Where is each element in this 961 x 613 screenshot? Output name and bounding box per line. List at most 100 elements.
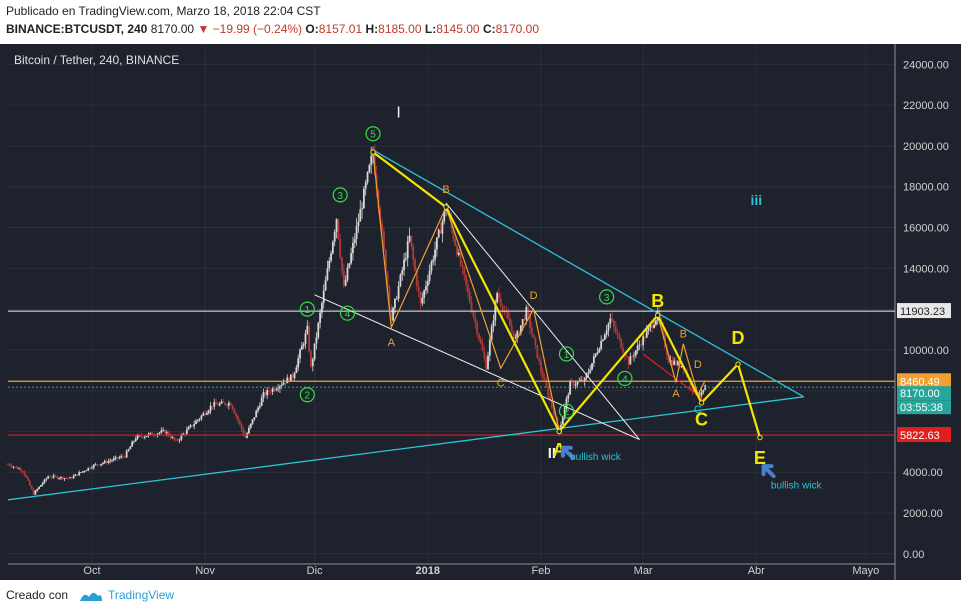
open-value: 8157.01	[318, 22, 363, 36]
candle-body	[594, 353, 597, 357]
candle-body	[158, 432, 161, 434]
candle-body	[419, 291, 422, 304]
candle-body	[38, 486, 40, 490]
candle-body	[426, 280, 429, 287]
impulse-wave-4b: 4	[622, 374, 628, 385]
candle-body	[134, 438, 137, 442]
candle-body	[70, 477, 73, 479]
candle-body	[120, 456, 123, 458]
candle-body	[342, 270, 345, 286]
candle-body	[519, 325, 522, 334]
candle-body	[184, 433, 186, 435]
candle-body	[289, 374, 292, 382]
candle-body	[54, 475, 57, 477]
candle-body	[412, 246, 415, 260]
candle-body	[138, 435, 141, 437]
candle-body	[87, 467, 90, 471]
candle-body	[196, 419, 199, 421]
price-chart[interactable]: 24000.0022000.0020000.0018000.0016000.00…	[0, 44, 961, 580]
candle-body	[60, 476, 62, 479]
candle-body	[81, 471, 84, 473]
impulse-wave-3-ring	[332, 187, 348, 203]
candle-body	[629, 356, 632, 365]
candle-body	[509, 318, 511, 326]
candle-body	[173, 437, 175, 440]
candle-body	[85, 470, 88, 472]
candle-body	[485, 358, 488, 370]
candle-body	[218, 403, 221, 406]
candle-body	[547, 387, 550, 397]
candle-body	[191, 425, 194, 427]
low-value: 8145.00	[436, 22, 480, 36]
orange-abcd-path-2	[657, 315, 706, 397]
candle-body	[618, 334, 621, 339]
candle-body	[36, 489, 39, 491]
current-price-label: 8170.00	[900, 388, 940, 400]
candle-body	[549, 396, 551, 401]
candle-body	[459, 252, 462, 265]
candle-body	[698, 395, 701, 397]
candle-body	[552, 407, 555, 416]
candle-body	[607, 323, 610, 331]
candle-body	[127, 449, 130, 452]
yellow-wave-node	[556, 428, 562, 435]
candle-body	[251, 419, 254, 424]
candle-body	[176, 439, 179, 441]
wave-label-big-b: B	[651, 291, 664, 311]
candle-body	[428, 271, 431, 281]
candle-body	[645, 330, 648, 338]
candle-body	[275, 389, 278, 391]
tradingview-brand[interactable]: TradingView	[108, 588, 175, 602]
candle-body	[171, 437, 174, 438]
candle-body	[268, 390, 270, 392]
candle-body	[310, 351, 312, 367]
candle-body	[164, 429, 166, 434]
candle-body	[69, 477, 71, 479]
symbol-label: BINANCE:BTCUSDT, 240	[6, 22, 148, 36]
candle-body	[295, 367, 298, 373]
candle-body	[39, 485, 42, 487]
wave-label-big-d: D	[732, 328, 745, 348]
wave-label-small-b-2: B	[680, 329, 687, 341]
candle-body	[313, 343, 316, 360]
bullish-wick-label: bullish wick	[570, 452, 622, 463]
change-value: ▼ −19.99 (−0.24%)	[197, 22, 303, 36]
candle-body	[702, 389, 705, 393]
chart-area[interactable]: 24000.00 22000.00 20000.00 18000.00 16000.00…	[0, 44, 961, 580]
candle-body	[362, 188, 365, 209]
candle-body	[587, 372, 590, 375]
candle-body	[616, 332, 619, 335]
candle-body	[348, 263, 351, 268]
candle-body	[202, 413, 205, 416]
wave-label-small-a: A	[388, 337, 396, 349]
tradingview-logo-icon[interactable]	[78, 587, 104, 605]
x-tick-label: Abr	[748, 565, 765, 577]
candle-body	[337, 219, 340, 239]
candle-body	[185, 429, 188, 434]
candle-body	[257, 407, 259, 411]
candle-body	[317, 323, 320, 338]
candle-body	[19, 468, 22, 471]
candle-body	[41, 483, 44, 486]
candle-body	[487, 355, 489, 370]
candle-body	[92, 464, 95, 468]
candle-body	[206, 412, 208, 415]
candle-body	[536, 344, 539, 359]
x-tick-label: Nov	[195, 565, 215, 577]
candle-body	[640, 344, 643, 346]
y-tick-label: 16000.00	[903, 223, 949, 235]
candle-body	[399, 274, 402, 286]
candle-body	[397, 285, 400, 299]
candle-body	[240, 423, 243, 430]
candle-body	[373, 152, 376, 175]
candle-body	[518, 331, 520, 334]
candle-body	[211, 405, 214, 407]
impulse-wave-3b-ring	[599, 289, 615, 305]
candle-body	[569, 381, 572, 395]
candle-body	[32, 489, 35, 495]
candle-body	[125, 451, 128, 458]
y-tick-label: 22000.00	[903, 100, 949, 112]
candle-body	[383, 231, 385, 250]
support-tag	[897, 427, 951, 443]
candle-body	[675, 360, 677, 365]
